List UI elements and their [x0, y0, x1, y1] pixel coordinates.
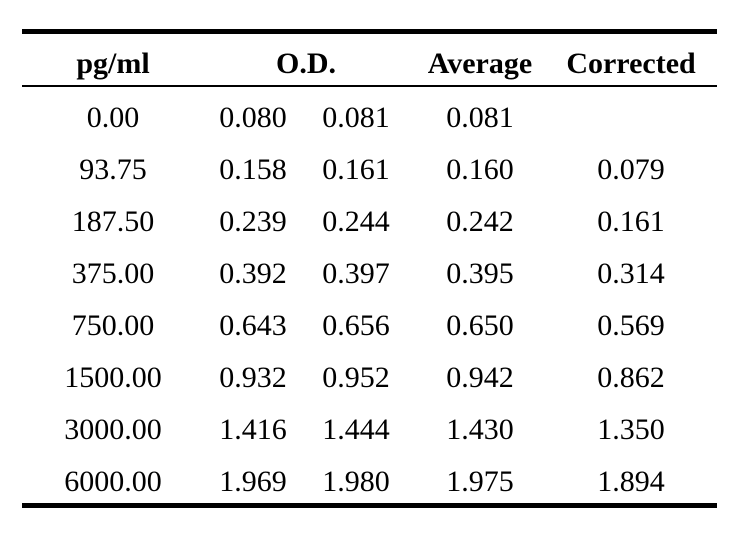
cell-average: 1.975: [446, 465, 514, 498]
cell-corrected: 0.314: [597, 257, 665, 290]
cell-average: 0.942: [446, 361, 514, 394]
cell-corrected: 1.350: [597, 413, 665, 446]
cell-average: 0.160: [446, 153, 514, 186]
cell-od-1: 1.416: [219, 413, 287, 446]
cell-pg-ml: 375.00: [71, 257, 155, 290]
cell-od-1: 0.239: [219, 205, 287, 238]
cell-corrected: 0.079: [597, 153, 665, 186]
cell-od-2: 0.081: [322, 101, 390, 134]
table-top-rule: [22, 29, 717, 34]
header-average: Average: [427, 47, 533, 80]
cell-average: 0.395: [446, 257, 514, 290]
cell-average: 0.650: [446, 309, 514, 342]
header-od: O.D.: [276, 47, 336, 80]
cell-od-1: 0.392: [219, 257, 287, 290]
cell-od-1: 0.643: [219, 309, 287, 342]
cell-od-2: 0.161: [322, 153, 390, 186]
cell-corrected: 0.161: [597, 205, 665, 238]
cell-od-2: 0.952: [322, 361, 390, 394]
cell-od-2: 0.397: [322, 257, 390, 290]
cell-average: 0.081: [446, 101, 514, 134]
cell-average: 0.242: [446, 205, 514, 238]
cell-pg-ml: 187.50: [71, 205, 155, 238]
cell-od-2: 0.656: [322, 309, 390, 342]
cell-pg-ml: 6000.00: [64, 465, 162, 498]
cell-corrected: 1.894: [597, 465, 665, 498]
cell-pg-ml: 93.75: [79, 153, 147, 186]
table-bottom-rule: [22, 503, 717, 508]
cell-od-1: 0.080: [219, 101, 287, 134]
header-pg-ml: pg/ml: [76, 47, 150, 80]
cell-od-1: 1.969: [219, 465, 287, 498]
cell-average: 1.430: [446, 413, 514, 446]
cell-pg-ml: 3000.00: [64, 413, 162, 446]
cell-corrected: 0.862: [597, 361, 665, 394]
cell-pg-ml: 750.00: [71, 309, 155, 342]
cell-od-1: 0.158: [219, 153, 287, 186]
header-corrected: Corrected: [566, 47, 696, 80]
cell-pg-ml: 0.00: [86, 101, 140, 134]
cell-od-2: 0.244: [322, 205, 390, 238]
cell-od-2: 1.444: [322, 413, 390, 446]
cell-corrected: 0.569: [597, 309, 665, 342]
header-rule: [22, 85, 717, 87]
cell-od-2: 1.980: [322, 465, 390, 498]
cell-pg-ml: 1500.00: [64, 361, 162, 394]
cell-od-1: 0.932: [219, 361, 287, 394]
